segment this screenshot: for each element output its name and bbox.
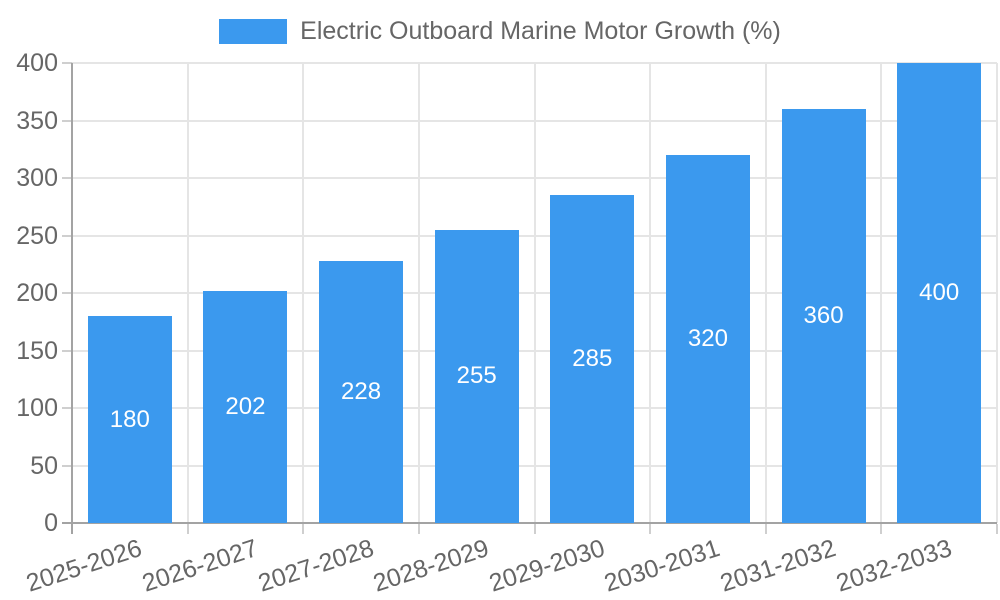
y-axis-tick	[62, 464, 72, 467]
x-axis-tick	[880, 524, 883, 534]
y-axis-tick	[62, 62, 72, 64]
y-axis-tick-label: 0	[44, 509, 58, 537]
x-axis-tick-label: 2028-2029	[369, 534, 493, 598]
bar-value-label: 400	[919, 279, 960, 306]
x-axis-tick	[417, 524, 420, 534]
x-axis-tick-label: 2032-2033	[832, 534, 955, 598]
y-axis-tick-label: 400	[16, 49, 58, 77]
y-axis-tick	[62, 234, 72, 237]
legend-swatch	[219, 19, 288, 44]
y-axis-tick	[62, 177, 72, 179]
x-axis-line	[62, 522, 997, 524]
x-axis-tick-label: 2027-2028	[254, 534, 377, 598]
y-axis-tick-label: 250	[16, 221, 58, 250]
y-axis-tick	[62, 407, 72, 409]
x-axis-tick	[302, 524, 305, 534]
bar[interactable]	[897, 63, 982, 523]
gridline-vertical	[996, 63, 998, 523]
bar-value-label: 180	[109, 405, 150, 433]
y-axis-tick-label: 100	[16, 394, 58, 422]
bar-value-label: 285	[572, 345, 613, 373]
x-axis-tick	[764, 524, 767, 534]
y-axis-tick-label: 50	[30, 451, 58, 480]
y-axis-line	[71, 63, 73, 534]
y-axis-tick-label: 350	[16, 106, 58, 135]
gridline-vertical	[417, 63, 420, 523]
y-axis-tick-label: 300	[16, 164, 58, 192]
y-axis-tick	[62, 349, 72, 352]
chart-legend[interactable]: Electric Outboard Marine Motor Growth (%…	[0, 17, 1000, 46]
y-axis-tick-label: 200	[16, 279, 58, 307]
gridline-vertical	[302, 63, 305, 523]
bar-value-label: 228	[341, 377, 382, 405]
legend-label: Electric Outboard Marine Motor Growth (%…	[300, 17, 781, 45]
x-axis-tick-label: 2029-2030	[485, 534, 608, 598]
bar[interactable]	[434, 229, 519, 523]
x-axis-tick-label: 2030-2031	[601, 534, 724, 598]
bar[interactable]	[87, 316, 172, 523]
y-axis-tick-label: 150	[16, 336, 58, 365]
y-axis-tick	[62, 292, 72, 294]
gridline-vertical	[764, 63, 767, 523]
bar-value-label: 360	[803, 302, 844, 329]
y-axis-tick	[62, 119, 72, 122]
gridline-vertical	[880, 63, 883, 523]
bar[interactable]	[319, 260, 404, 523]
bar[interactable]	[665, 155, 750, 523]
x-axis-tick-label: 2026-2027	[138, 534, 262, 598]
x-axis-tick	[186, 524, 189, 534]
x-axis-tick-label: 2031-2032	[716, 534, 840, 598]
bar-value-label: 320	[687, 325, 728, 352]
bar[interactable]	[203, 290, 288, 523]
x-axis-tick-label: 2025-2026	[23, 534, 146, 598]
gridline-vertical	[186, 63, 189, 523]
gridline-vertical	[533, 63, 536, 523]
x-axis-tick	[533, 524, 536, 534]
bar-value-label: 202	[225, 392, 266, 420]
gridline-vertical	[649, 63, 652, 523]
bar-value-label: 255	[456, 362, 497, 390]
x-axis-tick	[996, 524, 998, 534]
x-axis-tick	[649, 524, 652, 534]
bar[interactable]	[781, 109, 866, 523]
bar[interactable]	[550, 195, 635, 523]
